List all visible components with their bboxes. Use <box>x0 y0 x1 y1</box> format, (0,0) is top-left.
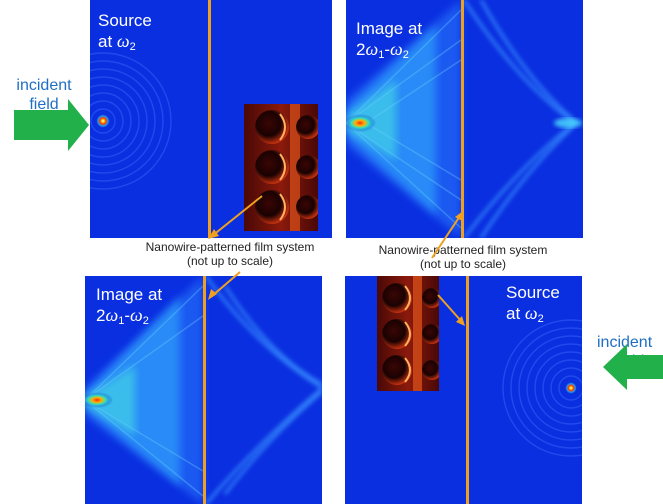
omega-symbol: ω <box>116 31 130 51</box>
nanowire-inset-bottom <box>377 276 439 391</box>
caption-film-system-right: Nanowire-patterned film system (not up t… <box>352 243 574 271</box>
omega-symbol: ω <box>365 39 379 59</box>
label-line1: Source <box>98 11 152 30</box>
label-line1: Image at <box>96 285 163 304</box>
label-line1: Source <box>506 283 560 302</box>
field-map-image-bottom-left <box>85 276 322 504</box>
field-map-image-top-right <box>346 0 583 238</box>
nanowire <box>382 283 412 313</box>
panel-image-bottom-left: Image at 2ω1-ω2 <box>85 276 322 504</box>
nanowire <box>255 110 289 144</box>
image-focus <box>346 114 376 132</box>
image-focus <box>85 392 113 408</box>
nanowire <box>382 355 412 385</box>
omega-symbol: ω <box>129 305 143 325</box>
omega-symbol: ω <box>389 39 403 59</box>
omega-symbol: ω <box>524 303 538 323</box>
label-line2: 2ω1-ω2 <box>356 39 409 61</box>
source-point <box>96 114 110 128</box>
panel-label: Image at 2ω1-ω2 <box>356 18 422 66</box>
panel-label: Image at 2ω1-ω2 <box>96 284 162 332</box>
nanowire <box>255 190 289 224</box>
nanowire <box>255 150 289 184</box>
label-line2: at ω2 <box>506 303 544 325</box>
nanowire <box>382 319 412 349</box>
film-line <box>208 0 211 238</box>
incident-field-label-left: incident field <box>16 77 72 113</box>
label-line2: at ω2 <box>98 31 136 53</box>
caption-line2: (not up to scale) <box>186 254 274 268</box>
caption-line2: (not up to scale) <box>419 257 507 271</box>
film-line <box>203 276 206 504</box>
label-line1: Image at <box>356 19 423 38</box>
panel-label: Source at ω2 <box>506 282 560 330</box>
nanowire-inset-top <box>244 104 318 231</box>
film-line <box>461 0 464 238</box>
caption-film-system-left: Nanowire-patterned film system (not up t… <box>120 240 340 268</box>
source-point <box>565 382 577 394</box>
caption-line1: Nanowire-patterned film system <box>145 240 315 254</box>
label-line2: 2ω1-ω2 <box>96 305 149 327</box>
film-line <box>466 276 469 504</box>
incident-field-label-right: incident field <box>597 334 653 370</box>
caption-line1: Nanowire-patterned film system <box>378 243 548 257</box>
panel-image-top-right: Image at 2ω1-ω2 <box>346 0 583 238</box>
panel-label: Source at ω2 <box>98 10 152 58</box>
omega-symbol: ω <box>105 305 119 325</box>
